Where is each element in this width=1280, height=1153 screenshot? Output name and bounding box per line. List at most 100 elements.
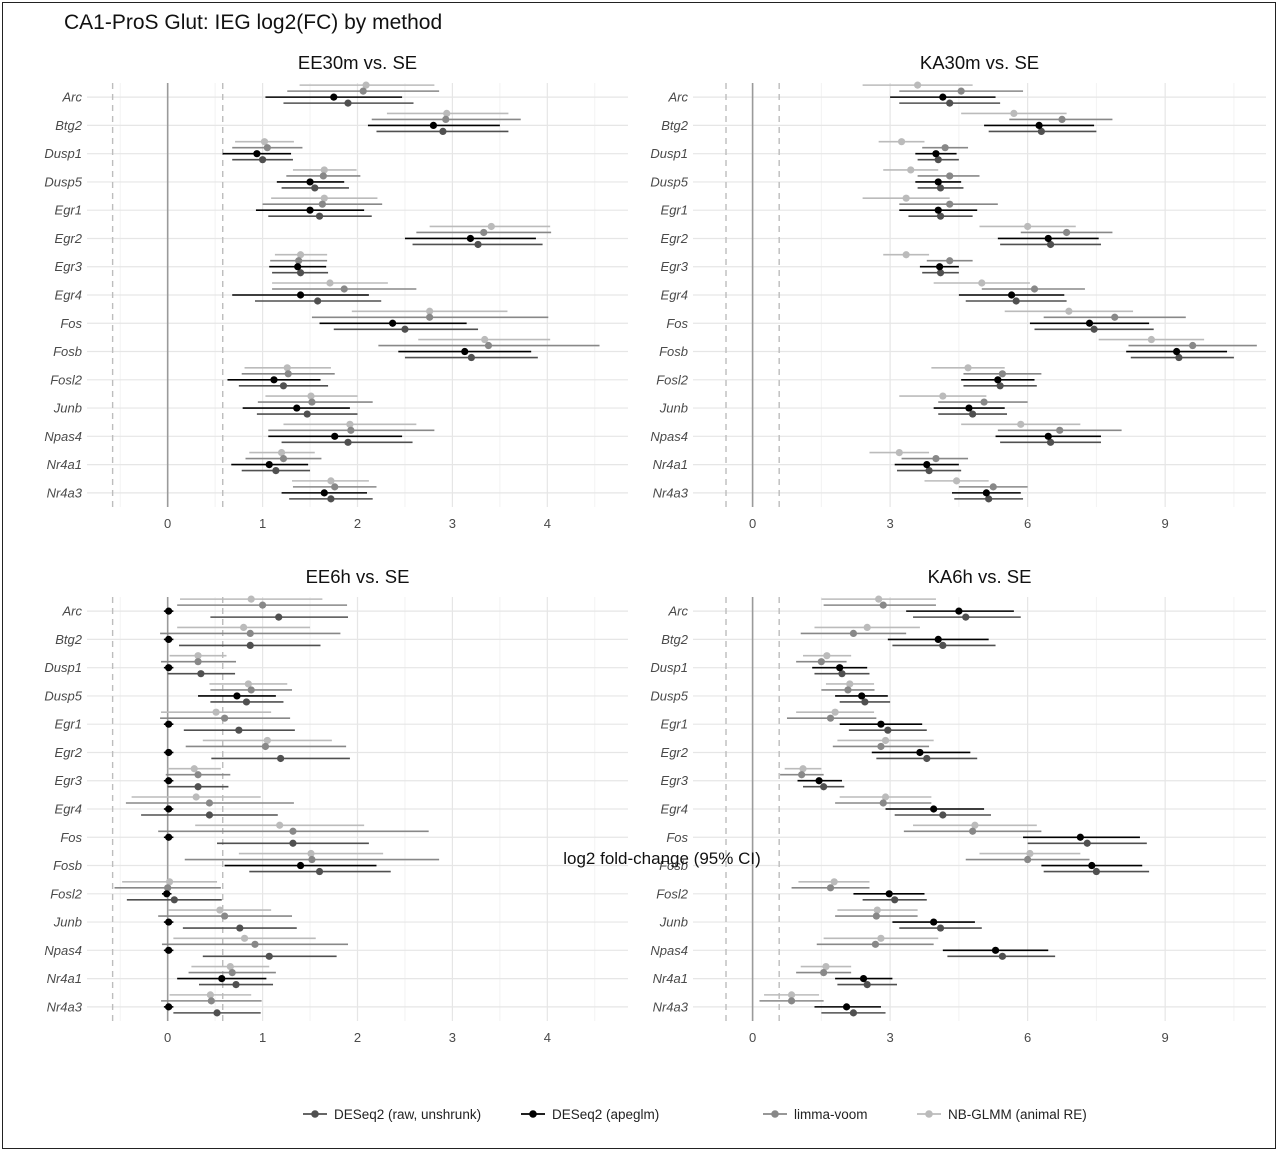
gene-label: Egr3 bbox=[661, 259, 689, 274]
estimate-point bbox=[1024, 855, 1032, 864]
estimate-point bbox=[165, 664, 173, 672]
x-tick-label: 6 bbox=[1024, 1030, 1031, 1045]
gene-label: Dusp5 bbox=[44, 174, 82, 189]
estimate-point bbox=[1062, 228, 1071, 237]
gene-label: Nr4a3 bbox=[653, 999, 689, 1014]
estimate-point bbox=[884, 726, 892, 734]
x-tick-label: 0 bbox=[749, 1030, 756, 1045]
legend-label: NB-GLMM (animal RE) bbox=[948, 1107, 1087, 1122]
estimate-point bbox=[1046, 438, 1055, 446]
estimate-point bbox=[930, 805, 938, 813]
estimate-point bbox=[265, 461, 273, 469]
estimate-point bbox=[347, 426, 355, 434]
estimate-point bbox=[362, 81, 370, 89]
estimate-point bbox=[296, 269, 305, 277]
legend-swatch-point bbox=[311, 1110, 319, 1118]
x-tick-label: 1 bbox=[259, 1030, 266, 1045]
estimate-point bbox=[213, 1009, 221, 1017]
x-tick-label: 1 bbox=[259, 516, 266, 531]
panel-title: EE30m vs. SE bbox=[298, 52, 417, 73]
estimate-point bbox=[263, 736, 271, 745]
panel-title: KA30m vs. SE bbox=[920, 52, 1039, 73]
estimate-point bbox=[971, 821, 979, 829]
legend-item: NB-GLMM (animal RE) bbox=[917, 1107, 1087, 1122]
estimate-point bbox=[925, 467, 933, 475]
estimate-point bbox=[1024, 222, 1032, 231]
estimate-point bbox=[897, 138, 906, 146]
gene-label: Fos bbox=[666, 316, 688, 331]
gene-label: Fosb bbox=[53, 344, 82, 359]
estimate-point bbox=[863, 623, 871, 632]
gene-label: Arc bbox=[668, 604, 689, 619]
estimate-point bbox=[891, 896, 899, 904]
gene-label: Egr3 bbox=[661, 773, 689, 788]
panel-title: EE6h vs. SE bbox=[306, 566, 410, 587]
estimate-point bbox=[240, 623, 248, 632]
estimate-point bbox=[969, 410, 977, 418]
estimate-point bbox=[226, 963, 234, 971]
gene-label: Egr4 bbox=[661, 802, 688, 817]
gene-label: Btg2 bbox=[661, 118, 689, 133]
estimate-point bbox=[320, 194, 328, 202]
estimate-point bbox=[902, 251, 910, 259]
estimate-point bbox=[247, 686, 255, 694]
estimate-point bbox=[429, 121, 438, 129]
estimate-point bbox=[306, 206, 314, 214]
estimate-point bbox=[858, 692, 866, 700]
estimate-point bbox=[283, 364, 291, 372]
estimate-point bbox=[194, 771, 202, 779]
estimate-point bbox=[303, 410, 311, 418]
estimate-point bbox=[466, 234, 475, 243]
gene-label: Nr4a3 bbox=[653, 485, 689, 500]
estimate-point bbox=[1092, 867, 1100, 876]
estimate-point bbox=[165, 946, 173, 954]
estimate-point bbox=[936, 269, 945, 277]
estimate-point bbox=[989, 483, 997, 491]
legend-swatch-point bbox=[529, 1110, 537, 1118]
estimate-point bbox=[331, 483, 339, 491]
estimate-point bbox=[318, 200, 326, 208]
estimate-point bbox=[1147, 335, 1155, 344]
estimate-point bbox=[289, 827, 297, 835]
estimate-point bbox=[907, 166, 915, 174]
estimate-point bbox=[306, 178, 314, 186]
estimate-point bbox=[442, 115, 450, 123]
estimate-point bbox=[426, 313, 434, 321]
gene-label: Egr1 bbox=[661, 203, 688, 218]
estimate-point bbox=[467, 353, 475, 362]
estimate-point bbox=[276, 821, 284, 829]
gene-label: Npas4 bbox=[44, 429, 82, 444]
estimate-point bbox=[265, 952, 273, 960]
estimate-point bbox=[955, 607, 963, 615]
gene-label: Egr2 bbox=[55, 745, 83, 760]
estimate-point bbox=[165, 720, 173, 728]
panel-1: EE30m vs. SE Arc Btg2 Dusp1 Dusp5 Egr1 Egr2 Egr… bbox=[44, 52, 628, 531]
legend-label: limma-voom bbox=[794, 1107, 868, 1122]
estimate-point bbox=[205, 811, 214, 819]
gene-label: Egr4 bbox=[55, 288, 82, 303]
estimate-point bbox=[1173, 347, 1181, 356]
estimate-point bbox=[331, 432, 339, 440]
gene-label: Egr1 bbox=[55, 717, 82, 732]
x-tick-label: 0 bbox=[164, 1030, 171, 1045]
estimate-point bbox=[326, 279, 334, 287]
estimate-point bbox=[822, 963, 830, 971]
estimate-point bbox=[474, 240, 482, 249]
estimate-point bbox=[916, 748, 924, 757]
panel-3: EE6h vs. SE Arc Btg2 Dusp1 Dusp5 Egr1 Egr2 Egr3… bbox=[44, 566, 628, 1045]
estimate-point bbox=[1111, 313, 1119, 321]
estimate-point bbox=[952, 477, 961, 485]
gene-label: Nr4a1 bbox=[653, 457, 688, 472]
panel-4: KA6h vs. SE Arc Btg2 Dusp1 Dusp5 Egr1 Egr2 Egr3… bbox=[650, 566, 1266, 1045]
estimate-point bbox=[232, 981, 240, 989]
estimate-point bbox=[484, 341, 493, 350]
estimate-point bbox=[881, 736, 890, 745]
estimate-point bbox=[165, 777, 173, 785]
estimate-point bbox=[996, 382, 1004, 390]
estimate-point bbox=[236, 924, 244, 932]
estimate-point bbox=[244, 680, 252, 688]
estimate-point bbox=[879, 799, 887, 807]
gene-label: Dusp5 bbox=[44, 688, 82, 703]
gene-label: Nr4a3 bbox=[47, 485, 83, 500]
estimate-point bbox=[930, 918, 938, 926]
